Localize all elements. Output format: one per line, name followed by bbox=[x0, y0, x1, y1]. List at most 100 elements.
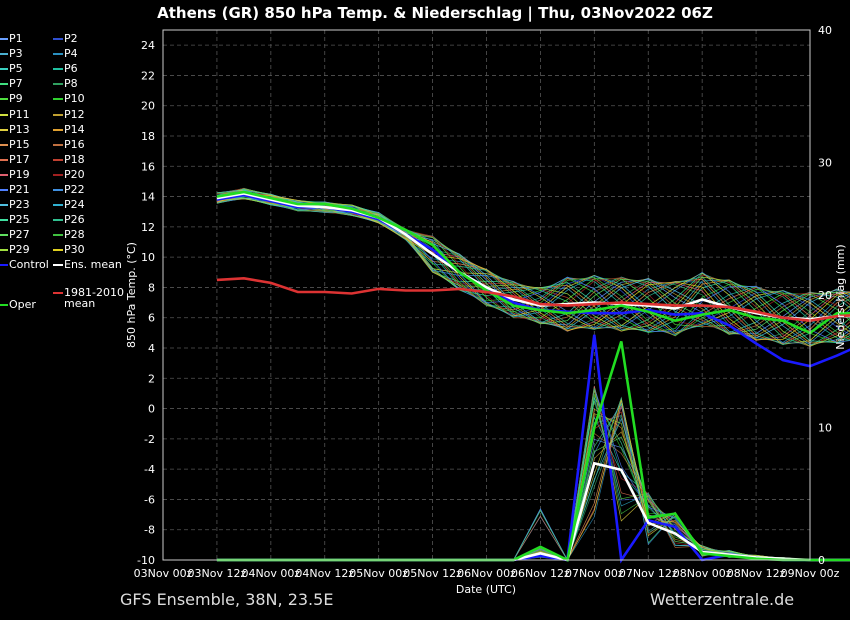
legend-label: P28 bbox=[64, 228, 85, 242]
member-precip-line bbox=[216, 403, 850, 561]
member-precip-line bbox=[216, 388, 850, 561]
y-tick-label: 10 bbox=[141, 251, 155, 264]
legend-swatch bbox=[0, 68, 8, 71]
x-tick-label: 04Nov 12z bbox=[295, 567, 354, 580]
member-precip-line bbox=[216, 405, 850, 561]
y-tick-label: 14 bbox=[141, 191, 155, 204]
legend-item-p20: P20 bbox=[53, 168, 85, 182]
y-tick-label: 22 bbox=[141, 69, 155, 82]
member-precip-line bbox=[216, 400, 850, 561]
legend-label: P27 bbox=[9, 228, 30, 242]
y-tick-label: 6 bbox=[148, 312, 155, 325]
y2-tick-label: 40 bbox=[818, 24, 832, 37]
legend-swatch bbox=[0, 53, 8, 56]
temp-line-ens-mean bbox=[216, 192, 850, 321]
y-tick-label: 0 bbox=[148, 403, 155, 416]
y-tick-label: -6 bbox=[144, 493, 155, 506]
member-precip-line bbox=[216, 408, 850, 561]
member-precip-line bbox=[216, 393, 850, 561]
legend-item-oper: Oper bbox=[0, 298, 36, 312]
legend-item-p17: P17 bbox=[0, 153, 30, 167]
member-precip-line bbox=[216, 385, 850, 561]
legend-swatch bbox=[0, 98, 8, 101]
precip-lines bbox=[216, 334, 850, 564]
member-precip-line bbox=[216, 417, 850, 561]
footer-site: Wetterzentrale.de bbox=[650, 590, 795, 609]
legend-item-p1: P1 bbox=[0, 32, 23, 46]
legend-swatch bbox=[53, 264, 63, 266]
legend-item-p28: P28 bbox=[53, 228, 85, 242]
member-precip-line bbox=[216, 403, 850, 561]
legend-label: P22 bbox=[64, 183, 85, 196]
legend-swatch bbox=[0, 219, 8, 222]
legend-label: P19 bbox=[9, 167, 30, 181]
legend-swatch bbox=[53, 38, 63, 40]
legend-item-p3: P3 bbox=[0, 47, 23, 61]
legend-item-control: Control bbox=[0, 258, 49, 272]
legend-label: P9 bbox=[9, 92, 23, 106]
footer-source: GFS Ensemble, 38N, 23.5E bbox=[120, 590, 334, 609]
x-tick-label: 09Nov 00z bbox=[781, 567, 840, 580]
legend-swatch bbox=[0, 234, 8, 237]
precip-line-ens-mean bbox=[216, 461, 850, 562]
x-tick-label: 05Nov 00z bbox=[349, 567, 408, 580]
legend-label: P4 bbox=[64, 47, 78, 61]
legend-swatch bbox=[53, 173, 63, 176]
legend-item-p11: P11 bbox=[0, 108, 30, 122]
legend-item-p19: P19 bbox=[0, 168, 30, 182]
temperature-lines bbox=[216, 190, 850, 368]
legend-swatch bbox=[53, 113, 63, 116]
member-temp-line bbox=[216, 189, 850, 332]
x-tick-label: 05Nov 12z bbox=[403, 567, 462, 580]
y-tick-label: 2 bbox=[148, 372, 155, 385]
legend-label: P12 bbox=[64, 107, 85, 121]
member-temp-line bbox=[216, 189, 850, 337]
member-temp-line bbox=[216, 190, 850, 339]
legend-item-p9: P9 bbox=[0, 92, 23, 106]
legend-item-p24: P24 bbox=[53, 198, 85, 212]
legend-item-p15: P15 bbox=[0, 138, 30, 152]
y2-tick-label: 30 bbox=[818, 157, 832, 170]
legend-label: P20 bbox=[64, 167, 85, 181]
legend-item-p25: P25 bbox=[0, 213, 30, 227]
member-precip-line bbox=[216, 386, 850, 561]
legend-item-p22: P22 bbox=[53, 183, 85, 197]
member-precip-line bbox=[216, 398, 850, 561]
legend-swatch bbox=[53, 158, 63, 161]
legend-item-p29: P29 bbox=[0, 243, 30, 257]
legend-item-p7: P7 bbox=[0, 77, 23, 91]
legend-label: P14 bbox=[64, 122, 85, 136]
legend-label: P26 bbox=[64, 213, 85, 227]
member-precip-line bbox=[216, 436, 850, 561]
legend-swatch bbox=[0, 128, 8, 131]
temp-line-control bbox=[216, 193, 850, 368]
x-tick-label: 07Nov 12z bbox=[619, 567, 678, 580]
legend-label: P25 bbox=[9, 213, 30, 227]
legend-swatch bbox=[53, 219, 63, 222]
y2-tick-label: 0 bbox=[818, 554, 825, 567]
legend-swatch bbox=[0, 38, 8, 40]
x-tick-label: 04Nov 00z bbox=[241, 567, 300, 580]
plot-frame bbox=[162, 29, 811, 561]
legend-label: P21 bbox=[9, 183, 30, 196]
legend-label: P29 bbox=[9, 243, 30, 257]
legend-swatch bbox=[0, 113, 8, 116]
legend-swatch bbox=[53, 68, 63, 71]
legend-label: P13 bbox=[9, 122, 30, 136]
member-precip-line bbox=[216, 396, 850, 561]
legend-label: P15 bbox=[9, 137, 30, 151]
y-tick-label: 16 bbox=[141, 160, 155, 173]
member-precip-line bbox=[216, 413, 850, 561]
member-precip-line bbox=[216, 431, 850, 561]
legend-item-p14: P14 bbox=[53, 123, 85, 137]
temp-line-1981-2010-mean bbox=[216, 276, 850, 323]
legend-item-p8: P8 bbox=[53, 77, 78, 91]
legend-swatch bbox=[0, 83, 8, 86]
legend-label: Oper bbox=[9, 298, 36, 311]
y-axis-label: 850 hPa Temp. (°C) bbox=[125, 242, 138, 348]
legend-label: P30 bbox=[64, 243, 85, 257]
legend-label: P16 bbox=[64, 137, 85, 151]
member-precip-line bbox=[216, 400, 850, 561]
